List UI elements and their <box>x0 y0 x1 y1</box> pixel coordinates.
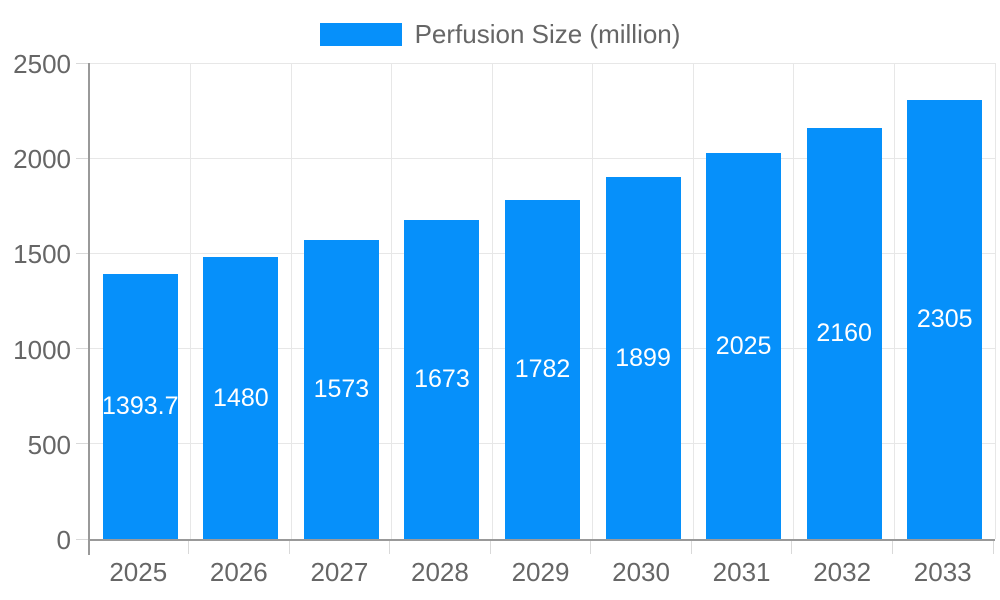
bar-2029[interactable]: 1782 <box>505 199 580 539</box>
bar-value-label: 2305 <box>916 305 973 334</box>
legend-label: Perfusion Size (million) <box>414 19 681 49</box>
x-axis-label: 2027 <box>310 557 369 587</box>
gridline-vertical <box>491 63 493 539</box>
bar-2033[interactable]: 2305 <box>907 100 983 539</box>
bar-value-label: 1573 <box>313 374 370 403</box>
y-axis-label: 500 <box>27 429 71 460</box>
x-axis-tick <box>489 541 491 554</box>
x-axis-label: 2028 <box>411 557 469 587</box>
y-axis-tick <box>76 348 88 350</box>
bar-2030[interactable]: 1899 <box>605 177 681 539</box>
gridline-vertical <box>893 63 895 539</box>
x-axis-label: 2030 <box>612 557 670 587</box>
y-axis-label: 2500 <box>13 49 71 79</box>
y-axis-tick <box>76 538 88 540</box>
x-axis-tick <box>288 541 290 554</box>
gridline-vertical <box>391 63 393 539</box>
gridline-vertical <box>692 63 694 539</box>
x-axis-tick <box>791 541 793 554</box>
bar-value-label: 1899 <box>615 343 671 372</box>
x-axis-tick <box>87 541 90 555</box>
x-axis-tick <box>389 541 391 554</box>
y-axis-label: 0 <box>56 525 71 555</box>
x-axis-tick <box>992 541 994 554</box>
legend-item[interactable]: Perfusion Size (million) <box>0 21 1000 47</box>
x-axis-tick <box>188 541 190 554</box>
gridline-vertical <box>592 63 594 539</box>
gridline-vertical <box>793 63 795 539</box>
gridline-vertical <box>994 63 996 539</box>
gridline-vertical <box>190 63 192 539</box>
bar-2026[interactable]: 1480 <box>203 257 279 539</box>
y-axis-tick <box>76 443 88 445</box>
y-axis-label: 2000 <box>13 144 71 175</box>
y-axis-tick <box>76 157 88 159</box>
gridline-vertical <box>290 63 292 539</box>
x-axis-tick <box>590 541 592 554</box>
bar-value-label: 1673 <box>414 365 470 394</box>
bar-value-label: 1480 <box>213 383 269 412</box>
y-axis-label: 1500 <box>13 239 71 270</box>
gridline-horizontal <box>90 62 995 64</box>
y-axis-tick <box>76 252 88 254</box>
legend-swatch <box>319 22 402 46</box>
bar-value-label: 2160 <box>816 318 872 347</box>
bar-value-label: 1782 <box>514 354 571 383</box>
plot-area: 1393.7 1480 1573 1673 1782 1899 2025 2160 2305 <box>88 62 996 541</box>
x-axis-label: 2025 <box>109 557 168 587</box>
x-axis-label: 2033 <box>913 557 972 587</box>
y-axis-tick <box>76 62 88 64</box>
x-axis-label: 2032 <box>813 557 872 587</box>
bar-value-label: 2025 <box>715 331 772 360</box>
bar-2028[interactable]: 1673 <box>404 220 480 539</box>
bar-2027[interactable]: 1573 <box>303 239 379 539</box>
x-axis-tick <box>690 541 692 554</box>
x-axis-tick <box>891 541 893 554</box>
gridline-horizontal <box>90 157 995 159</box>
bar-2032[interactable]: 2160 <box>806 127 882 539</box>
bar-2025[interactable]: 1393.7 <box>102 273 179 539</box>
y-axis: 0 500 1000 1500 2000 2500 <box>0 50 88 554</box>
x-axis-label: 2026 <box>209 557 268 587</box>
x-axis-label: 2031 <box>712 557 771 587</box>
x-axis: 2025 2026 2027 2028 2029 2030 2031 2032 2033 <box>87 541 995 600</box>
y-axis-label: 1000 <box>13 334 71 365</box>
bar-2031[interactable]: 2025 <box>706 153 782 539</box>
bar-value-label: 1393.7 <box>102 391 179 420</box>
x-axis-label: 2029 <box>511 557 570 587</box>
